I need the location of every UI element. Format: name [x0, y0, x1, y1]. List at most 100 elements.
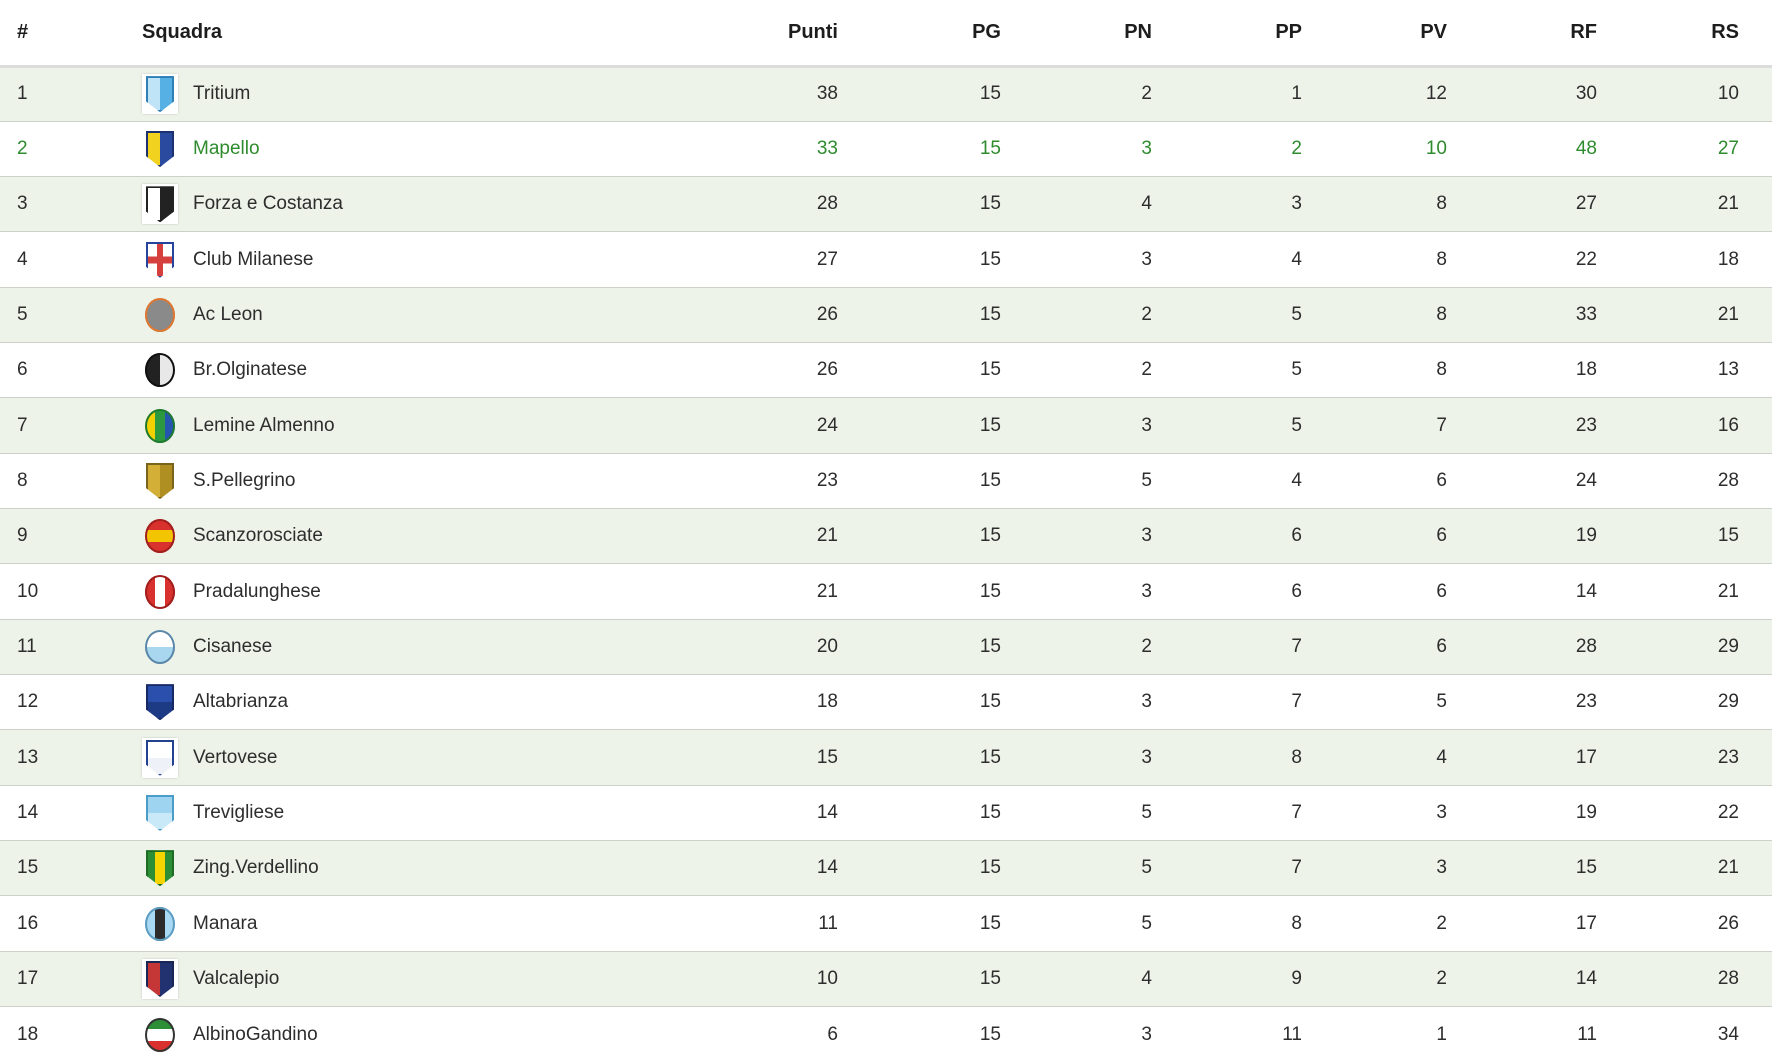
- draws-cell: 5: [1141, 912, 1152, 934]
- goals-against-cell: 28: [1717, 469, 1739, 491]
- losses-cell: 7: [1291, 801, 1302, 823]
- losses-cell: 3: [1291, 193, 1302, 215]
- team-link[interactable]: Ac Leon: [193, 303, 263, 325]
- points-cell: 38: [816, 83, 838, 105]
- position-cell: 15: [17, 857, 39, 879]
- draws-cell: 4: [1141, 967, 1152, 989]
- goals-against-cell: 23: [1717, 746, 1739, 768]
- team-link[interactable]: Br.Olginatese: [193, 359, 308, 381]
- table-row: 17 Valcalepio 10 15 4 9 2 14 28: [0, 951, 1772, 1007]
- wins-cell: 2: [1436, 967, 1447, 989]
- team-link[interactable]: Trevigliese: [193, 801, 285, 823]
- position-cell: 2: [17, 137, 28, 159]
- wins-cell: 6: [1436, 635, 1447, 657]
- losses-cell: 8: [1291, 746, 1302, 768]
- team-link[interactable]: Scanzorosciate: [193, 525, 323, 547]
- table-row: 5 Ac Leon 26 15 2 5 8 33 21: [0, 287, 1772, 343]
- team-cell: S.Pellegrino: [130, 453, 540, 508]
- team-cell: Lemine Almenno: [130, 398, 540, 453]
- team-link[interactable]: Tritium: [193, 83, 251, 105]
- wins-cell: 12: [1425, 83, 1447, 105]
- team-link[interactable]: Pradalunghese: [193, 580, 321, 602]
- goals-against-cell: 10: [1717, 83, 1739, 105]
- team-link[interactable]: Cisanese: [193, 635, 273, 657]
- points-cell: 28: [816, 193, 838, 215]
- points-cell: 10: [816, 967, 838, 989]
- team-cell: Valcalepio: [130, 951, 540, 1006]
- goals-for-cell: 28: [1575, 635, 1597, 657]
- team-cell: Vertovese: [130, 730, 540, 785]
- table-row: 3 Forza e Costanza 28 15 4 3 8 27 21: [0, 176, 1772, 232]
- goals-for-cell: 14: [1575, 967, 1597, 989]
- team-link[interactable]: Club Milanese: [193, 248, 314, 270]
- team-link[interactable]: Lemine Almenno: [193, 414, 335, 436]
- team-link[interactable]: S.Pellegrino: [193, 469, 296, 491]
- goals-for-cell: 19: [1575, 525, 1597, 547]
- team-link[interactable]: Zing.Verdellino: [193, 857, 319, 879]
- table-row: 14 Trevigliese 14 15 5 7 3 19 22: [0, 785, 1772, 841]
- team-badge-icon: [142, 958, 178, 999]
- losses-cell: 8: [1291, 912, 1302, 934]
- points-cell: 11: [818, 912, 838, 934]
- goals-for-cell: 22: [1575, 248, 1597, 270]
- points-cell: 21: [816, 525, 838, 547]
- wins-cell: 4: [1436, 746, 1447, 768]
- team-badge-icon: [142, 74, 178, 115]
- standings-header-row: # Squadra Punti PG PN PP PV RF RS: [0, 0, 1772, 68]
- goals-for-cell: 27: [1575, 193, 1597, 215]
- points-cell: 26: [816, 303, 838, 325]
- position-cell: 10: [17, 580, 39, 602]
- played-cell: 15: [979, 912, 1001, 934]
- played-cell: 15: [979, 691, 1001, 713]
- team-badge-icon: [142, 1015, 178, 1055]
- table-row: 6 Br.Olginatese 26 15 2 5 8 18 13: [0, 342, 1772, 398]
- goals-for-cell: 30: [1575, 83, 1597, 105]
- table-row: 13 Vertovese 15 15 3 8 4 17 23: [0, 729, 1772, 786]
- draws-cell: 3: [1141, 525, 1152, 547]
- team-link[interactable]: Altabrianza: [193, 691, 289, 713]
- wins-cell: 10: [1425, 137, 1447, 159]
- goals-against-cell: 18: [1717, 248, 1739, 270]
- team-link[interactable]: Vertovese: [193, 746, 278, 768]
- goals-against-cell: 21: [1717, 303, 1739, 325]
- col-header-pn: PN: [1001, 0, 1152, 68]
- team-link[interactable]: Manara: [193, 912, 258, 934]
- goals-against-cell: 27: [1717, 137, 1739, 159]
- col-header-pp: PP: [1152, 0, 1302, 68]
- team-cell: Manara: [130, 896, 540, 951]
- played-cell: 15: [979, 83, 1001, 105]
- team-link[interactable]: Valcalepio: [193, 967, 280, 989]
- team-link[interactable]: Forza e Costanza: [193, 193, 343, 215]
- goals-for-cell: 17: [1575, 746, 1597, 768]
- position-cell: 17: [17, 967, 39, 989]
- points-cell: 15: [816, 746, 838, 768]
- wins-cell: 6: [1436, 580, 1447, 602]
- losses-cell: 1: [1291, 83, 1302, 105]
- wins-cell: 7: [1436, 414, 1447, 436]
- goals-for-cell: 23: [1575, 691, 1597, 713]
- team-link[interactable]: AlbinoGandino: [193, 1023, 318, 1045]
- losses-cell: 5: [1291, 303, 1302, 325]
- team-cell: Zing.Verdellino: [130, 841, 540, 896]
- wins-cell: 5: [1436, 691, 1447, 713]
- table-row: 9 Scanzorosciate 21 15 3 6 6 19 15: [0, 508, 1772, 564]
- played-cell: 15: [979, 580, 1001, 602]
- losses-cell: 5: [1291, 359, 1302, 381]
- team-link[interactable]: Mapello: [193, 137, 260, 159]
- losses-cell: 2: [1291, 137, 1302, 159]
- wins-cell: 8: [1436, 193, 1447, 215]
- position-cell: 3: [17, 193, 28, 215]
- team-cell: Mapello: [130, 121, 540, 176]
- losses-cell: 4: [1291, 469, 1302, 491]
- played-cell: 15: [979, 525, 1001, 547]
- table-row: 10 Pradalunghese 21 15 3 6 6 14 21: [0, 563, 1772, 620]
- losses-cell: 5: [1291, 414, 1302, 436]
- position-cell: 1: [17, 83, 28, 105]
- team-badge-icon: [142, 737, 178, 778]
- team-badge-icon: [142, 682, 178, 722]
- played-cell: 15: [979, 1023, 1001, 1045]
- team-badge-icon: [142, 516, 178, 556]
- points-cell: 27: [816, 248, 838, 270]
- losses-cell: 7: [1291, 691, 1302, 713]
